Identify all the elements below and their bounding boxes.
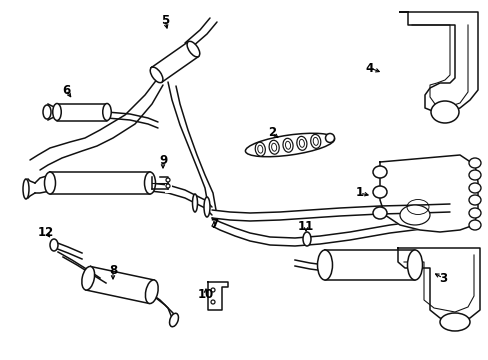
Ellipse shape <box>468 195 480 205</box>
Ellipse shape <box>407 250 422 280</box>
Ellipse shape <box>399 205 429 225</box>
Text: 6: 6 <box>62 84 70 96</box>
Text: 9: 9 <box>159 153 167 166</box>
Polygon shape <box>325 250 414 280</box>
Ellipse shape <box>430 101 458 123</box>
Ellipse shape <box>468 170 480 180</box>
Ellipse shape <box>150 67 163 83</box>
Ellipse shape <box>81 266 94 290</box>
Text: 12: 12 <box>38 225 54 238</box>
Ellipse shape <box>303 232 310 246</box>
Ellipse shape <box>255 142 265 156</box>
Text: 4: 4 <box>365 62 373 75</box>
Ellipse shape <box>102 104 111 121</box>
Ellipse shape <box>165 184 170 188</box>
Polygon shape <box>399 12 477 112</box>
Ellipse shape <box>372 207 386 219</box>
Ellipse shape <box>245 133 334 157</box>
Ellipse shape <box>317 250 332 280</box>
Ellipse shape <box>203 197 209 217</box>
Ellipse shape <box>468 208 480 218</box>
Ellipse shape <box>325 134 334 143</box>
Ellipse shape <box>187 41 200 57</box>
Polygon shape <box>397 248 479 322</box>
Ellipse shape <box>192 194 197 212</box>
Ellipse shape <box>144 172 155 194</box>
Ellipse shape <box>165 178 170 182</box>
Ellipse shape <box>23 179 29 199</box>
Ellipse shape <box>310 134 320 148</box>
Text: 3: 3 <box>438 271 446 284</box>
Ellipse shape <box>44 172 55 194</box>
Polygon shape <box>85 266 154 303</box>
Polygon shape <box>57 104 107 121</box>
Text: 2: 2 <box>267 126 276 139</box>
Ellipse shape <box>468 158 480 168</box>
Ellipse shape <box>210 288 215 292</box>
Text: 8: 8 <box>109 264 117 276</box>
Ellipse shape <box>53 104 61 121</box>
Ellipse shape <box>210 300 215 304</box>
Ellipse shape <box>145 280 158 303</box>
Text: 1: 1 <box>355 186 364 199</box>
Polygon shape <box>379 155 477 232</box>
Polygon shape <box>151 42 198 82</box>
Ellipse shape <box>439 313 469 331</box>
Text: 11: 11 <box>297 220 313 233</box>
Ellipse shape <box>372 186 386 198</box>
Ellipse shape <box>296 136 306 150</box>
Ellipse shape <box>50 239 58 251</box>
Ellipse shape <box>43 105 51 119</box>
Ellipse shape <box>169 313 178 327</box>
Ellipse shape <box>283 138 292 152</box>
Ellipse shape <box>268 140 279 154</box>
Ellipse shape <box>468 220 480 230</box>
Text: 7: 7 <box>209 219 218 231</box>
Text: 5: 5 <box>161 13 169 27</box>
Text: 10: 10 <box>198 288 214 302</box>
Ellipse shape <box>468 183 480 193</box>
Polygon shape <box>207 282 227 310</box>
Ellipse shape <box>372 166 386 178</box>
Polygon shape <box>50 172 150 194</box>
